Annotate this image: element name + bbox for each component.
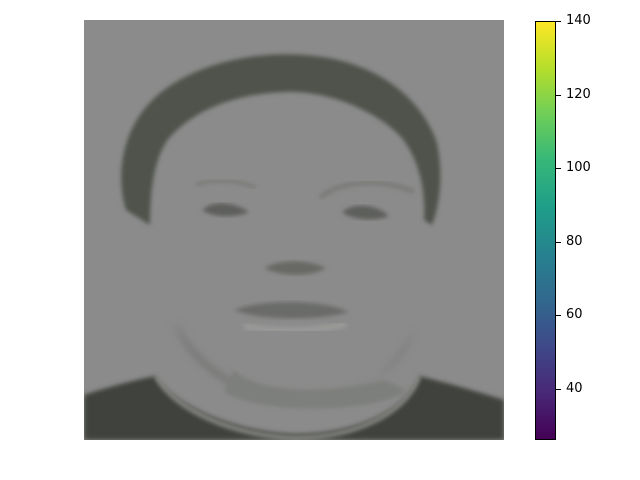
colorbar-tick-mark (556, 388, 561, 390)
face-image-drawing (84, 20, 504, 440)
face-image (84, 20, 504, 440)
colorbar-tick-label: 120 (566, 86, 591, 102)
left-eye-shape (202, 203, 249, 217)
colorbar-tick-mark (556, 21, 561, 22)
colorbar-tick-mark (556, 315, 561, 317)
colorbar-tick-label: 60 (566, 307, 583, 323)
hair-shape (121, 54, 441, 225)
colorbar-tick-label: 80 (566, 233, 583, 249)
colorbar-ticks: 40 60 80 100 120 140 (556, 13, 640, 440)
nose-shape (264, 261, 326, 275)
right-eye-shape (342, 205, 389, 220)
colorbar-tick-label: 140 (566, 13, 591, 28)
colorbar-tick-mark (556, 94, 561, 96)
colorbar-tick-label: 40 (566, 380, 583, 396)
colorbar-tick-mark (556, 241, 561, 243)
colorbar-tick-label: 100 (566, 160, 591, 176)
mouth-shape (234, 302, 349, 319)
colorbar (535, 21, 556, 440)
shirt-shape (84, 376, 504, 440)
colorbar-tick-mark (556, 168, 561, 170)
